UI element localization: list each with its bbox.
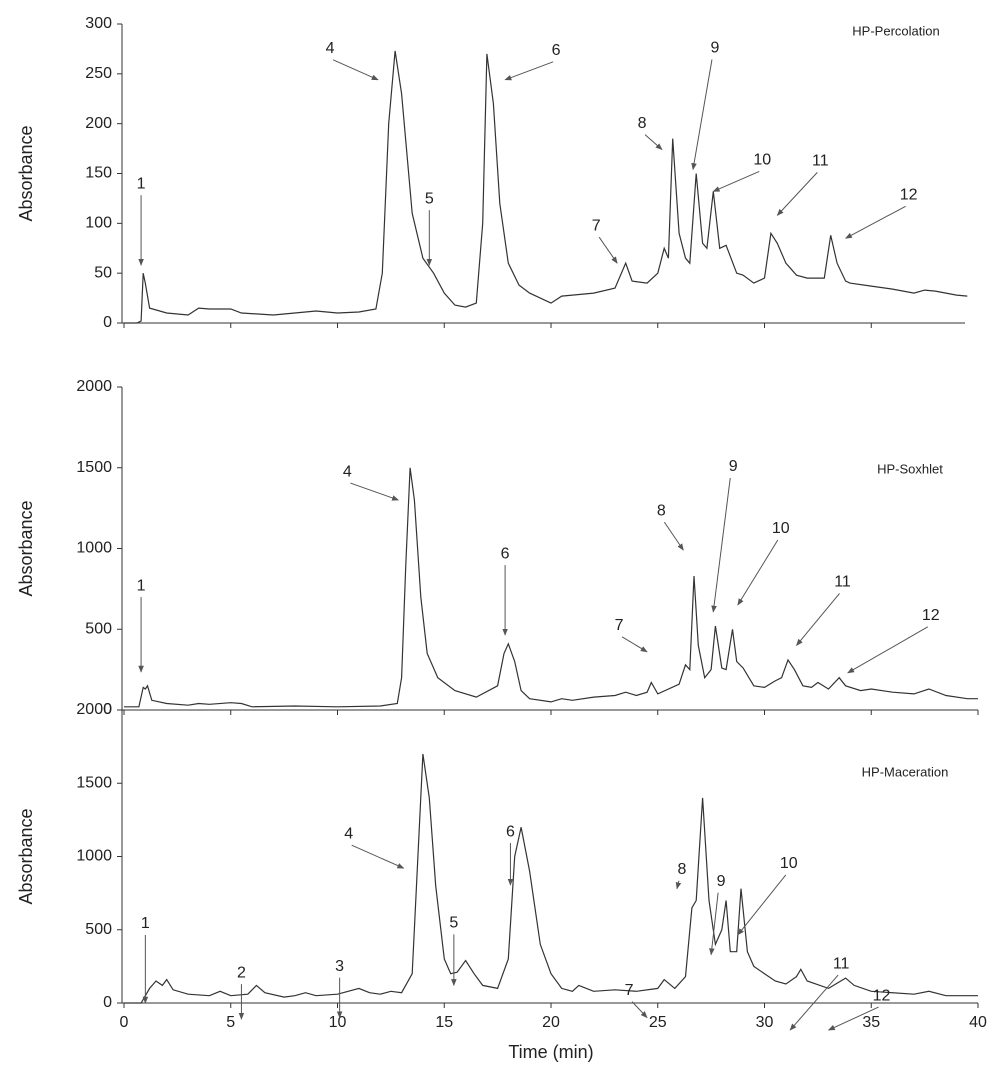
peak-arrow (796, 593, 840, 646)
peak-label: 3 (335, 958, 344, 975)
peak-label: 4 (326, 40, 335, 57)
peak-label: 9 (729, 458, 738, 475)
peak-label: 8 (657, 502, 666, 519)
peak-label: 12 (900, 187, 918, 204)
peak-label: 10 (772, 520, 790, 537)
y-axis-label: Absorbance (16, 808, 36, 904)
x-tick-label: 30 (756, 1014, 774, 1031)
peak-label: 1 (137, 175, 146, 192)
peak-label: 9 (717, 873, 726, 890)
peak-label: 1 (141, 915, 150, 932)
y-tick-label: 1000 (76, 540, 112, 557)
peak-label: 4 (344, 825, 353, 842)
peak-label: 5 (425, 190, 434, 207)
peak-arrow (847, 626, 929, 674)
peak-arrow (504, 61, 554, 81)
panel-title: HP-Maceration (862, 764, 949, 779)
y-tick-label: 300 (85, 15, 112, 32)
y-tick-label: 150 (85, 165, 112, 182)
x-tick-label: 15 (435, 1014, 453, 1031)
peak-arrow (845, 205, 906, 239)
panel-title: HP-Soxhlet (877, 461, 943, 476)
x-tick-label: 0 (120, 1014, 129, 1031)
trace (124, 467, 978, 708)
y-axis-label: Absorbance (16, 125, 36, 221)
y-tick-label: 50 (94, 264, 112, 281)
peak-label: 5 (449, 915, 458, 932)
x-tick-label: 25 (649, 1014, 667, 1031)
y-tick-label: 1500 (76, 459, 112, 476)
peak-arrow (332, 59, 379, 81)
y-tick-label: 100 (85, 215, 112, 232)
trace (124, 50, 968, 324)
peak-arrow (789, 974, 839, 1031)
peak-arrow (712, 170, 760, 192)
peak-arrow (737, 874, 787, 936)
peak-label: 6 (501, 545, 510, 562)
panel-title: HP-Percolation (852, 23, 939, 38)
y-tick-label: 1000 (76, 848, 112, 865)
peak-label: 4 (343, 463, 352, 480)
y-tick-label: 2000 (76, 701, 112, 718)
y-tick-label: 0 (103, 994, 112, 1011)
peak-label: 7 (615, 617, 624, 634)
peak-arrow (663, 521, 684, 551)
peak-arrow (351, 844, 405, 869)
y-tick-label: 2000 (76, 378, 112, 395)
peak-arrow (709, 892, 719, 956)
peak-label: 7 (625, 982, 634, 999)
peak-label: 12 (922, 607, 940, 624)
peak-label: 6 (552, 42, 561, 59)
peak-label: 2 (237, 964, 246, 981)
x-tick-label: 40 (969, 1014, 987, 1031)
peak-arrow (675, 880, 682, 890)
x-tick-label: 35 (862, 1014, 880, 1031)
peak-label: 6 (506, 823, 515, 840)
y-tick-label: 500 (85, 620, 112, 637)
x-tick-label: 20 (542, 1014, 560, 1031)
x-tick-label: 10 (329, 1014, 347, 1031)
y-tick-label: 0 (103, 314, 112, 331)
peak-label: 10 (780, 855, 798, 872)
peak-arrow (827, 1006, 879, 1031)
peak-label: 12 (873, 987, 891, 1004)
peak-arrow (598, 236, 618, 264)
x-tick-label: 5 (226, 1014, 235, 1031)
peak-label: 8 (638, 115, 647, 132)
peak-label: 7 (592, 217, 601, 234)
peak-arrow (691, 59, 713, 171)
peak-arrow (711, 477, 731, 613)
y-tick-label: 500 (85, 921, 112, 938)
peak-arrow (631, 1001, 648, 1019)
peak-arrow (644, 134, 663, 151)
peak-label: 11 (812, 153, 829, 170)
peak-arrow (737, 539, 779, 606)
y-axis-label: Absorbance (16, 500, 36, 596)
peak-label: 8 (678, 861, 687, 878)
peak-arrow (350, 482, 400, 501)
peak-label: 11 (833, 955, 850, 972)
y-tick-label: 200 (85, 115, 112, 132)
y-tick-label: 0 (103, 701, 112, 718)
peak-label: 11 (834, 574, 851, 591)
peak-label: 9 (711, 40, 720, 57)
y-tick-label: 250 (85, 65, 112, 82)
trace (124, 753, 978, 1004)
peak-label: 1 (137, 577, 146, 594)
x-axis-label: Time (min) (508, 1042, 593, 1062)
peak-label: 10 (753, 152, 771, 169)
peak-arrow (621, 636, 648, 653)
peak-arrow (776, 172, 818, 216)
y-tick-label: 1500 (76, 774, 112, 791)
